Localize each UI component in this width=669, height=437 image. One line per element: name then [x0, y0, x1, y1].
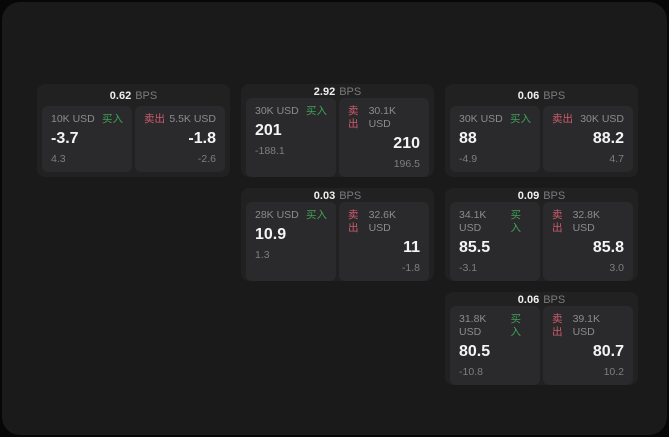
sell-side-label: 卖出 — [348, 105, 359, 130]
bps-suffix-label: BPS — [339, 190, 362, 202]
buy-sell-panels: 34.1K USD 买入 85.5 -3.1 卖出 32.8K USD 85.8… — [445, 202, 638, 286]
sell-amount: 39.1K USD — [572, 313, 601, 338]
bps-header: 0.06 BPS — [445, 84, 638, 106]
sell-delta: 10.2 — [603, 366, 624, 378]
bps-header: 2.92 BPS — [241, 84, 434, 98]
sell-panel[interactable]: 卖出 30K USD 88.2 4.7 — [543, 106, 633, 172]
bps-value: 0.09 — [517, 190, 540, 202]
sell-panel[interactable]: 卖出 5.5K USD -1.8 -2.6 — [135, 106, 225, 172]
sell-panel[interactable]: 卖出 39.1K USD 80.7 10.2 — [543, 306, 633, 385]
sell-delta: -2.6 — [197, 153, 216, 165]
sell-side-label: 卖出 — [552, 313, 563, 338]
bps-value: 0.06 — [517, 294, 540, 306]
buy-side-label: 买入 — [306, 105, 327, 117]
sell-price: 85.8 — [592, 239, 624, 256]
buy-amount: 30K USD — [255, 105, 299, 117]
buy-amount: 28K USD — [255, 209, 299, 221]
buy-price: -3.7 — [51, 130, 79, 147]
buy-amount: 34.1K USD — [459, 209, 487, 234]
bps-suffix-label: BPS — [543, 190, 566, 202]
sell-delta: 3.0 — [609, 262, 624, 274]
buy-panel[interactable]: 31.8K USD 买入 80.5 -10.8 — [450, 306, 540, 385]
sell-side-label: 卖出 — [552, 113, 573, 125]
buy-price: 10.9 — [255, 226, 287, 243]
sell-panel[interactable]: 卖出 32.6K USD 11 -1.8 — [339, 202, 429, 281]
buy-panel[interactable]: 30K USD 买入 201 -188.1 — [246, 98, 336, 177]
sell-amount: 5.5K USD — [169, 113, 216, 125]
buy-side-label: 买入 — [510, 113, 531, 125]
buy-delta: -10.8 — [459, 366, 483, 378]
buy-sell-panels: 28K USD 买入 10.9 1.3 卖出 32.6K USD 11 -1.8 — [241, 202, 434, 286]
buy-price: 85.5 — [459, 239, 491, 256]
sell-price: -1.8 — [188, 130, 216, 147]
sell-delta: 196.5 — [393, 158, 420, 170]
quote-card: 0.03 BPS 28K USD 买入 10.9 1.3 卖出 32.6K US… — [241, 188, 434, 281]
buy-sell-panels: 30K USD 买入 201 -188.1 卖出 30.1K USD 210 1… — [241, 98, 434, 182]
bps-suffix-label: BPS — [543, 90, 566, 102]
quote-card: 0.09 BPS 34.1K USD 买入 85.5 -3.1 卖出 32.8K… — [445, 188, 638, 281]
sell-amount: 32.6K USD — [368, 209, 397, 234]
quote-card: 0.06 BPS 31.8K USD 买入 80.5 -10.8 卖出 39.1… — [445, 292, 638, 385]
buy-price: 201 — [255, 122, 282, 139]
sell-panel[interactable]: 卖出 30.1K USD 210 196.5 — [339, 98, 429, 177]
sell-amount: 30K USD — [580, 113, 624, 125]
buy-panel[interactable]: 34.1K USD 买入 85.5 -3.1 — [450, 202, 540, 281]
sell-panel[interactable]: 卖出 32.8K USD 85.8 3.0 — [543, 202, 633, 281]
buy-panel[interactable]: 30K USD 买入 88 -4.9 — [450, 106, 540, 172]
sell-delta: 4.7 — [609, 153, 624, 165]
sell-amount: 32.8K USD — [572, 209, 601, 234]
bps-suffix-label: BPS — [543, 294, 566, 306]
buy-side-label: 买入 — [102, 113, 123, 125]
buy-amount: 10K USD — [51, 113, 95, 125]
quote-card: 0.06 BPS 30K USD 买入 88 -4.9 卖出 30K USD — [445, 84, 638, 177]
sell-side-label: 卖出 — [348, 209, 359, 234]
buy-price: 88 — [459, 130, 477, 147]
buy-panel[interactable]: 28K USD 买入 10.9 1.3 — [246, 202, 336, 281]
bps-value: 0.62 — [109, 90, 132, 102]
buy-delta: -3.1 — [459, 262, 478, 274]
sell-price: 80.7 — [592, 343, 624, 360]
buy-side-label: 买入 — [306, 209, 327, 221]
sell-delta: -1.8 — [401, 262, 420, 274]
buy-sell-panels: 31.8K USD 买入 80.5 -10.8 卖出 39.1K USD 80.… — [445, 306, 638, 390]
buy-delta: -4.9 — [459, 153, 478, 165]
buy-side-label: 买入 — [510, 313, 521, 338]
bps-header: 0.06 BPS — [445, 292, 638, 306]
sell-side-label: 卖出 — [144, 113, 165, 125]
buy-panel[interactable]: 10K USD 买入 -3.7 4.3 — [42, 106, 132, 172]
buy-delta: 4.3 — [51, 153, 66, 165]
bps-header: 0.03 BPS — [241, 188, 434, 202]
bps-header: 0.62 BPS — [37, 84, 230, 106]
buy-delta: 1.3 — [255, 249, 270, 261]
buy-price: 80.5 — [459, 343, 491, 360]
sell-price: 88.2 — [592, 130, 624, 147]
bps-value: 0.03 — [313, 190, 336, 202]
buy-amount: 31.8K USD — [459, 313, 487, 338]
bps-value: 0.06 — [517, 90, 540, 102]
buy-amount: 30K USD — [459, 113, 503, 125]
buy-sell-panels: 10K USD 买入 -3.7 4.3 卖出 5.5K USD -1.8 -2.… — [37, 106, 230, 177]
buy-delta: -188.1 — [255, 145, 285, 157]
bps-suffix-label: BPS — [339, 86, 362, 98]
sell-side-label: 卖出 — [552, 209, 563, 234]
sell-amount: 30.1K USD — [368, 105, 397, 130]
sell-price: 210 — [393, 135, 420, 152]
buy-sell-panels: 30K USD 买入 88 -4.9 卖出 30K USD 88.2 4.7 — [445, 106, 638, 177]
bps-header: 0.09 BPS — [445, 188, 638, 202]
buy-side-label: 买入 — [510, 209, 521, 234]
quote-card: 2.92 BPS 30K USD 买入 201 -188.1 卖出 30.1K … — [241, 84, 434, 177]
quote-cards-grid: 0.62 BPS 10K USD 买入 -3.7 4.3 卖出 5.5K USD — [37, 84, 638, 385]
sell-price: 11 — [403, 239, 420, 256]
bps-value: 2.92 — [313, 86, 336, 98]
bps-suffix-label: BPS — [135, 90, 158, 102]
quote-card: 0.62 BPS 10K USD 买入 -3.7 4.3 卖出 5.5K USD — [37, 84, 230, 177]
